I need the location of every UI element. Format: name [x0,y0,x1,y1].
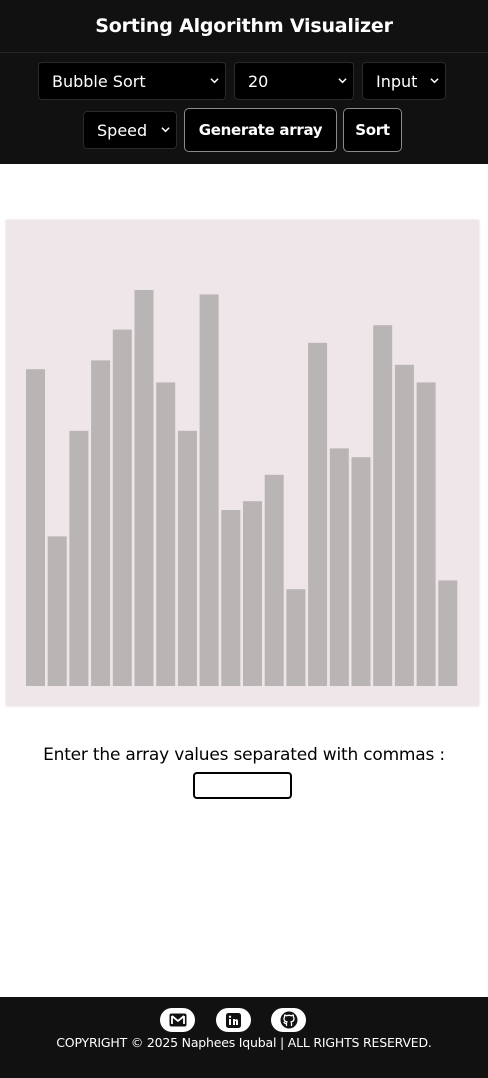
bar [438,580,458,686]
gmail-icon [169,1013,186,1027]
gmail-link[interactable] [160,1008,195,1032]
bar-chart [6,220,479,706]
bar [394,364,414,686]
bar [47,536,67,686]
bar [26,369,45,686]
sort-button[interactable]: Sort [343,108,402,152]
linkedin-icon [226,1012,241,1028]
chevron-down-icon [338,78,347,84]
mode-select-value: Input [376,71,418,91]
bar [112,329,132,686]
bar [69,430,89,686]
generate-array-button[interactable]: Generate array [184,108,337,152]
array-prompt: Enter the array values separated with co… [43,745,445,765]
header: Sorting Algorithm Visualizer Bubble Sort… [0,0,488,164]
github-icon [280,1011,297,1029]
bar [308,342,328,686]
linkedin-link[interactable] [216,1008,251,1032]
speed-select[interactable]: Speed [83,111,177,149]
bar [156,382,176,686]
bars-svg [26,290,458,686]
footer: COPYRIGHT © 2025 Naphees Iqubal | ALL RI… [0,997,488,1078]
size-select[interactable]: 20 [234,62,354,100]
title-bar: Sorting Algorithm Visualizer [0,0,488,53]
bar [243,501,262,686]
page-title: Sorting Algorithm Visualizer [95,15,393,37]
copyright-text: COPYRIGHT © 2025 Naphees Iqubal | ALL RI… [56,1035,432,1050]
bar [199,294,219,686]
bar [416,382,436,686]
bar [264,474,284,686]
array-input[interactable] [193,772,292,799]
github-link[interactable] [271,1008,306,1032]
bar [134,290,154,686]
bar [221,510,241,686]
bar [329,448,349,686]
bar [351,457,371,686]
bar [177,430,197,686]
chevron-down-icon [210,78,219,84]
size-select-value: 20 [248,71,269,91]
bar [91,360,111,686]
mode-select[interactable]: Input [362,62,446,100]
chevron-down-icon [430,78,439,84]
bar [286,589,306,686]
algorithm-select[interactable]: Bubble Sort [38,62,226,100]
bar [373,325,393,686]
chevron-down-icon [161,127,170,133]
speed-select-value: Speed [97,120,148,140]
algorithm-select-value: Bubble Sort [52,71,146,91]
